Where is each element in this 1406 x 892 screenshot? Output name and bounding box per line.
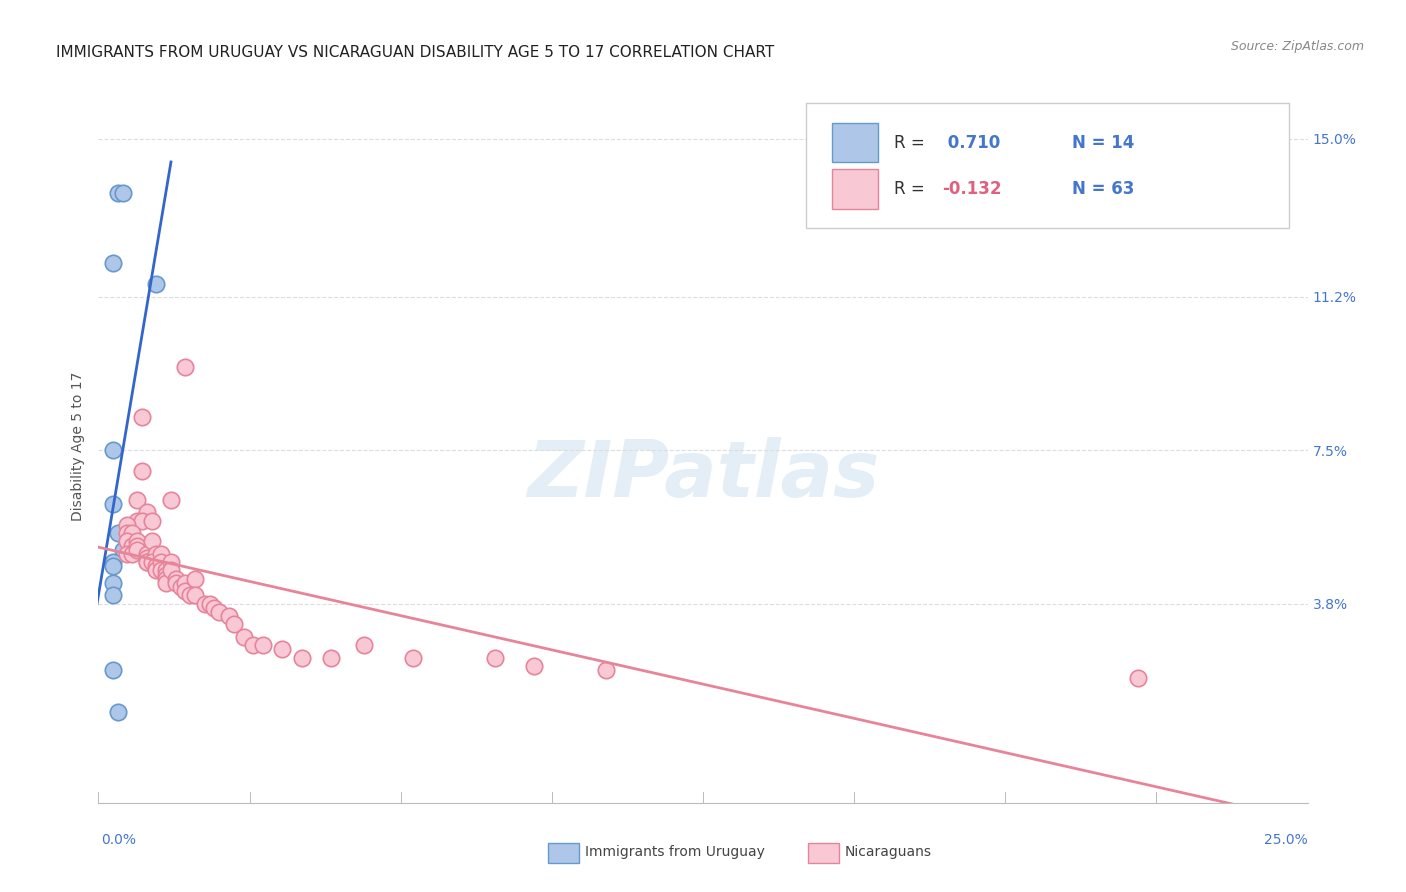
Point [252, 638, 274, 652]
Point [101, 555, 124, 569]
Point [271, 642, 294, 657]
Bar [548, 843, 579, 863]
Point [232, 630, 254, 644]
Bar [832, 123, 879, 162]
Point [117, 517, 139, 532]
Point [127, 514, 149, 528]
Text: R =: R = [894, 180, 929, 198]
Point [121, 547, 143, 561]
Point [101, 443, 124, 458]
Point [1128, 671, 1150, 685]
Point [160, 492, 183, 507]
Text: 0.0%: 0.0% [101, 833, 136, 847]
Point [595, 663, 617, 677]
Point [169, 580, 191, 594]
Point [101, 256, 124, 270]
Point [131, 409, 153, 424]
Point [145, 559, 167, 574]
Point [135, 505, 157, 519]
Point [155, 575, 177, 590]
Text: Source: ZipAtlas.com: Source: ZipAtlas.com [1230, 40, 1364, 54]
Point [242, 638, 264, 652]
Point [111, 186, 134, 200]
Point [353, 638, 375, 652]
Point [131, 464, 153, 478]
Text: Immigrants from Uruguay: Immigrants from Uruguay [585, 845, 765, 859]
Point [131, 514, 153, 528]
Point [523, 659, 546, 673]
Text: 0.710: 0.710 [942, 134, 1001, 152]
Point [150, 547, 173, 561]
Text: ZIPatlas: ZIPatlas [527, 436, 879, 513]
Point [160, 555, 183, 569]
Point [127, 539, 149, 553]
Text: IMMIGRANTS FROM URUGUAY VS NICARAGUAN DISABILITY AGE 5 TO 17 CORRELATION CHART: IMMIGRANTS FROM URUGUAY VS NICARAGUAN DI… [56, 45, 775, 60]
Y-axis label: Disability Age 5 to 17: Disability Age 5 to 17 [72, 371, 86, 521]
Point [107, 705, 129, 719]
Text: N = 14: N = 14 [1071, 134, 1135, 152]
Point [101, 497, 124, 511]
Point [101, 575, 124, 590]
Point [145, 277, 167, 292]
Point [145, 547, 167, 561]
Point [121, 526, 143, 541]
Point [155, 567, 177, 582]
Text: -0.132: -0.132 [942, 180, 1002, 198]
Bar [808, 843, 839, 863]
Text: Nicaraguans: Nicaraguans [845, 845, 932, 859]
Text: 25.0%: 25.0% [1264, 833, 1308, 847]
Text: R =: R = [894, 134, 929, 152]
Point [135, 551, 157, 566]
Point [194, 597, 217, 611]
Point [160, 564, 183, 578]
Point [174, 575, 197, 590]
Point [135, 555, 157, 569]
Text: N = 63: N = 63 [1071, 180, 1135, 198]
Point [402, 650, 425, 665]
Point [101, 663, 124, 677]
Point [208, 605, 231, 619]
Point [127, 542, 149, 557]
Bar [832, 169, 879, 209]
Point [218, 609, 240, 624]
Point [184, 572, 207, 586]
Point [145, 564, 167, 578]
Point [165, 572, 187, 586]
Point [141, 555, 163, 569]
FancyBboxPatch shape [806, 103, 1289, 228]
Point [107, 526, 129, 541]
Point [174, 584, 197, 599]
Point [198, 597, 221, 611]
Point [135, 547, 157, 561]
Point [155, 564, 177, 578]
Point [135, 555, 157, 569]
Point [204, 600, 226, 615]
Point [141, 514, 163, 528]
Point [150, 555, 173, 569]
Point [319, 650, 342, 665]
Point [127, 534, 149, 549]
Point [174, 360, 197, 375]
Point [179, 588, 201, 602]
Point [117, 526, 139, 541]
Point [117, 534, 139, 549]
Point [165, 575, 187, 590]
Point [222, 617, 245, 632]
Point [127, 492, 149, 507]
Point [184, 588, 207, 602]
Point [121, 539, 143, 553]
Point [101, 588, 124, 602]
Point [107, 186, 129, 200]
Point [155, 572, 177, 586]
Point [290, 650, 312, 665]
Point [111, 542, 134, 557]
Point [150, 564, 173, 578]
Point [141, 534, 163, 549]
Point [101, 559, 124, 574]
Point [117, 547, 139, 561]
Point [484, 650, 506, 665]
